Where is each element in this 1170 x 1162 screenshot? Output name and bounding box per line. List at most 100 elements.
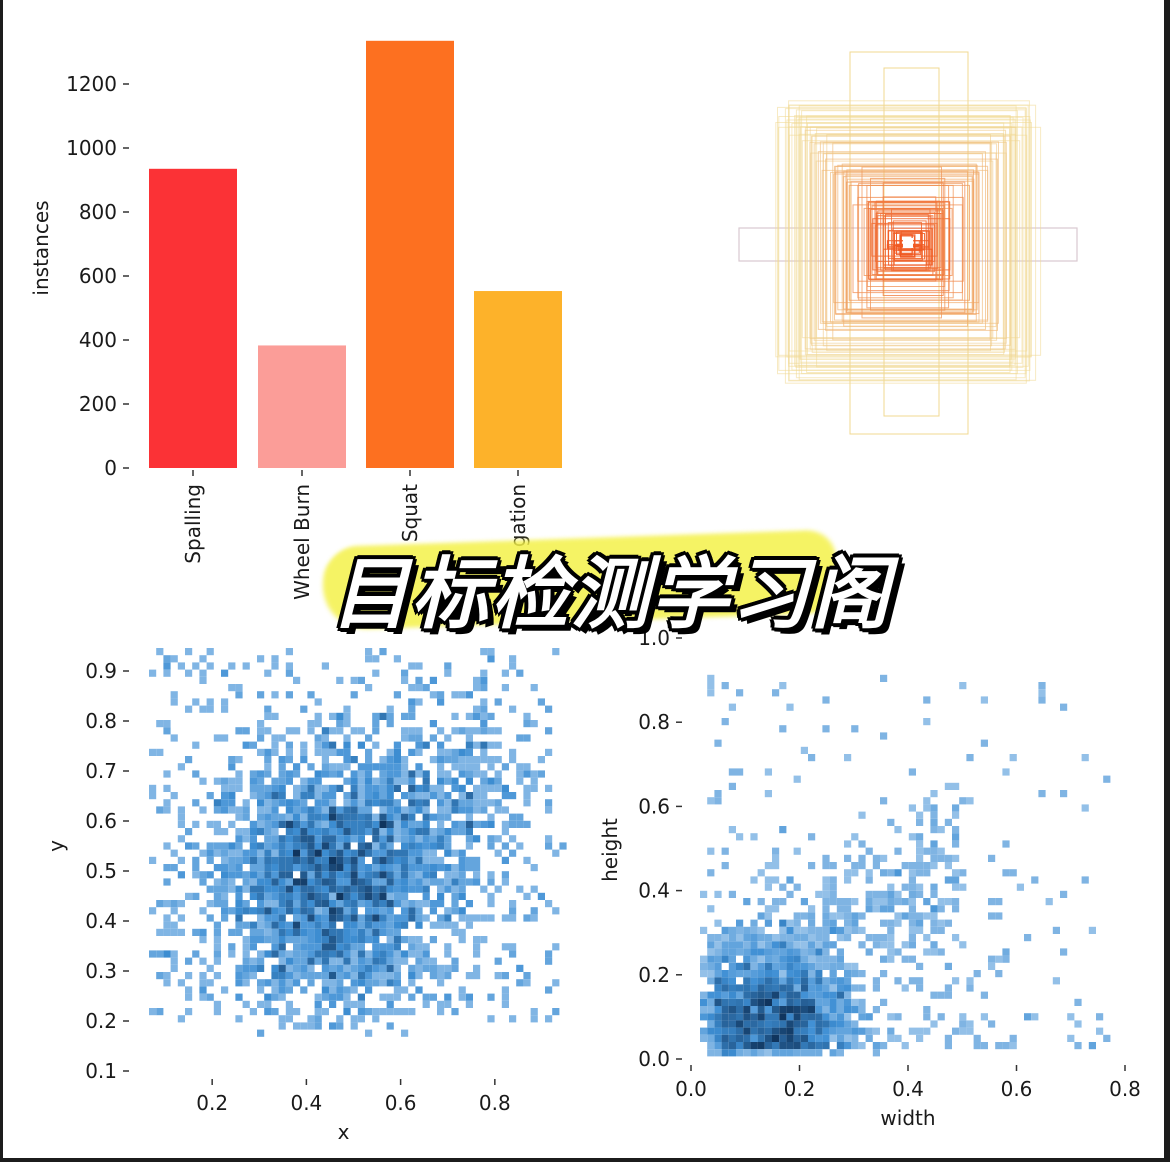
heatmap-cell <box>350 856 358 864</box>
heatmap-cell <box>916 847 924 855</box>
heatmap-cell <box>249 957 257 965</box>
heatmap-cell <box>1038 790 1046 798</box>
heatmap-cell <box>480 684 488 692</box>
heatmap-cell <box>923 948 931 956</box>
heatmap-cell <box>249 835 257 843</box>
heatmap-cell <box>458 878 466 886</box>
heatmap-cell <box>336 828 344 836</box>
heatmap-cell <box>865 1013 873 1021</box>
heatmap-cell <box>757 869 765 877</box>
heatmap-cell <box>793 941 801 949</box>
heatmap-cell <box>980 1042 988 1050</box>
heatmap-cell <box>257 691 265 699</box>
heatmap-cell <box>278 950 286 958</box>
heatmap-cell <box>307 972 315 980</box>
heatmap-cell <box>736 1027 744 1035</box>
heatmap-cell <box>444 878 452 886</box>
heatmap-y-tick-label: 0.1 <box>85 1059 117 1083</box>
heatmap-cell <box>480 820 488 828</box>
heatmap-cell <box>149 792 157 800</box>
heatmap-cell <box>458 914 466 922</box>
heatmap-cell <box>206 820 214 828</box>
heatmap-cell <box>408 662 416 670</box>
heatmap-cell <box>509 705 517 713</box>
heatmap-cell <box>199 705 207 713</box>
heatmap-cell <box>537 892 545 900</box>
heatmap-cell <box>357 979 365 987</box>
heatmap-cell <box>465 734 473 742</box>
heatmap-cell <box>822 905 830 913</box>
heatmap-cell <box>1002 955 1010 963</box>
heatmap-cell <box>887 1027 895 1035</box>
heatmap-cell <box>714 962 722 970</box>
heatmap-cell <box>278 957 286 965</box>
heatmap-cell <box>908 898 916 906</box>
heatmap-cell <box>458 770 466 778</box>
heatmap-cell <box>872 890 880 898</box>
heatmap-cell <box>379 784 387 792</box>
heatmap-cell <box>257 770 265 778</box>
heatmap-cell <box>336 979 344 987</box>
heatmap-cell <box>357 842 365 850</box>
heatmap-cell <box>451 871 459 879</box>
heatmap-cell <box>408 864 416 872</box>
heatmap-cell <box>329 763 337 771</box>
heatmap-cell <box>408 813 416 821</box>
heatmap-cell <box>757 941 765 949</box>
heatmap-cell <box>858 984 866 992</box>
heatmap-cell <box>786 1027 794 1035</box>
heatmap-cell <box>944 862 952 870</box>
heatmap-cell <box>264 792 272 800</box>
heatmap-cell <box>386 756 394 764</box>
heatmap-cell <box>509 914 517 922</box>
heatmap-cell <box>779 826 787 834</box>
heatmap-cell <box>221 806 229 814</box>
heatmap-cell <box>836 1027 844 1035</box>
heatmap-cell <box>408 748 416 756</box>
heatmap-cell <box>199 806 207 814</box>
heatmap-cell <box>321 943 329 951</box>
heatmap-cell <box>393 770 401 778</box>
heatmap-cell <box>271 900 279 908</box>
heatmap-cell <box>365 936 373 944</box>
heatmap-cell <box>199 972 207 980</box>
heatmap-cell <box>300 950 308 958</box>
heatmap-cell <box>307 892 315 900</box>
heatmap-cell <box>379 900 387 908</box>
heatmap-cell <box>372 820 380 828</box>
heatmap-cell <box>473 756 481 764</box>
heatmap-cell <box>509 820 517 828</box>
heatmap-cell <box>858 912 866 920</box>
heatmap-cell <box>249 885 257 893</box>
heatmap-cell <box>372 864 380 872</box>
heatmap-cell <box>415 936 423 944</box>
heatmap-cell <box>829 919 837 927</box>
heatmap-cell <box>750 962 758 970</box>
heatmap-cell <box>314 741 322 749</box>
heatmap-cell <box>372 849 380 857</box>
heatmap-cell <box>473 871 481 879</box>
heatmap-cell <box>422 914 430 922</box>
heatmap-cell <box>1096 1027 1104 1035</box>
anchor-box <box>892 220 927 271</box>
heatmap-cell <box>465 993 473 1001</box>
heatmap-cell <box>1074 1020 1082 1028</box>
heatmap-cell <box>980 739 988 747</box>
heatmap-cell <box>235 849 243 857</box>
heatmap-cell <box>1009 1042 1017 1050</box>
heatmap-cell <box>422 741 430 749</box>
heatmap-cell <box>314 943 322 951</box>
heatmap-cell <box>408 950 416 958</box>
heatmap-cell <box>365 849 373 857</box>
heatmap-cell <box>170 734 178 742</box>
heatmap-cell <box>764 1020 772 1028</box>
heatmap-cell <box>278 734 286 742</box>
heatmap-cell <box>714 991 722 999</box>
heatmap-cell <box>429 720 437 728</box>
heatmap-cell <box>343 907 351 915</box>
heatmap-cell <box>149 856 157 864</box>
heatmap-cell <box>743 977 751 985</box>
heatmap-cell <box>357 784 365 792</box>
heatmap-cell <box>808 1006 816 1014</box>
heatmap-cell <box>415 871 423 879</box>
